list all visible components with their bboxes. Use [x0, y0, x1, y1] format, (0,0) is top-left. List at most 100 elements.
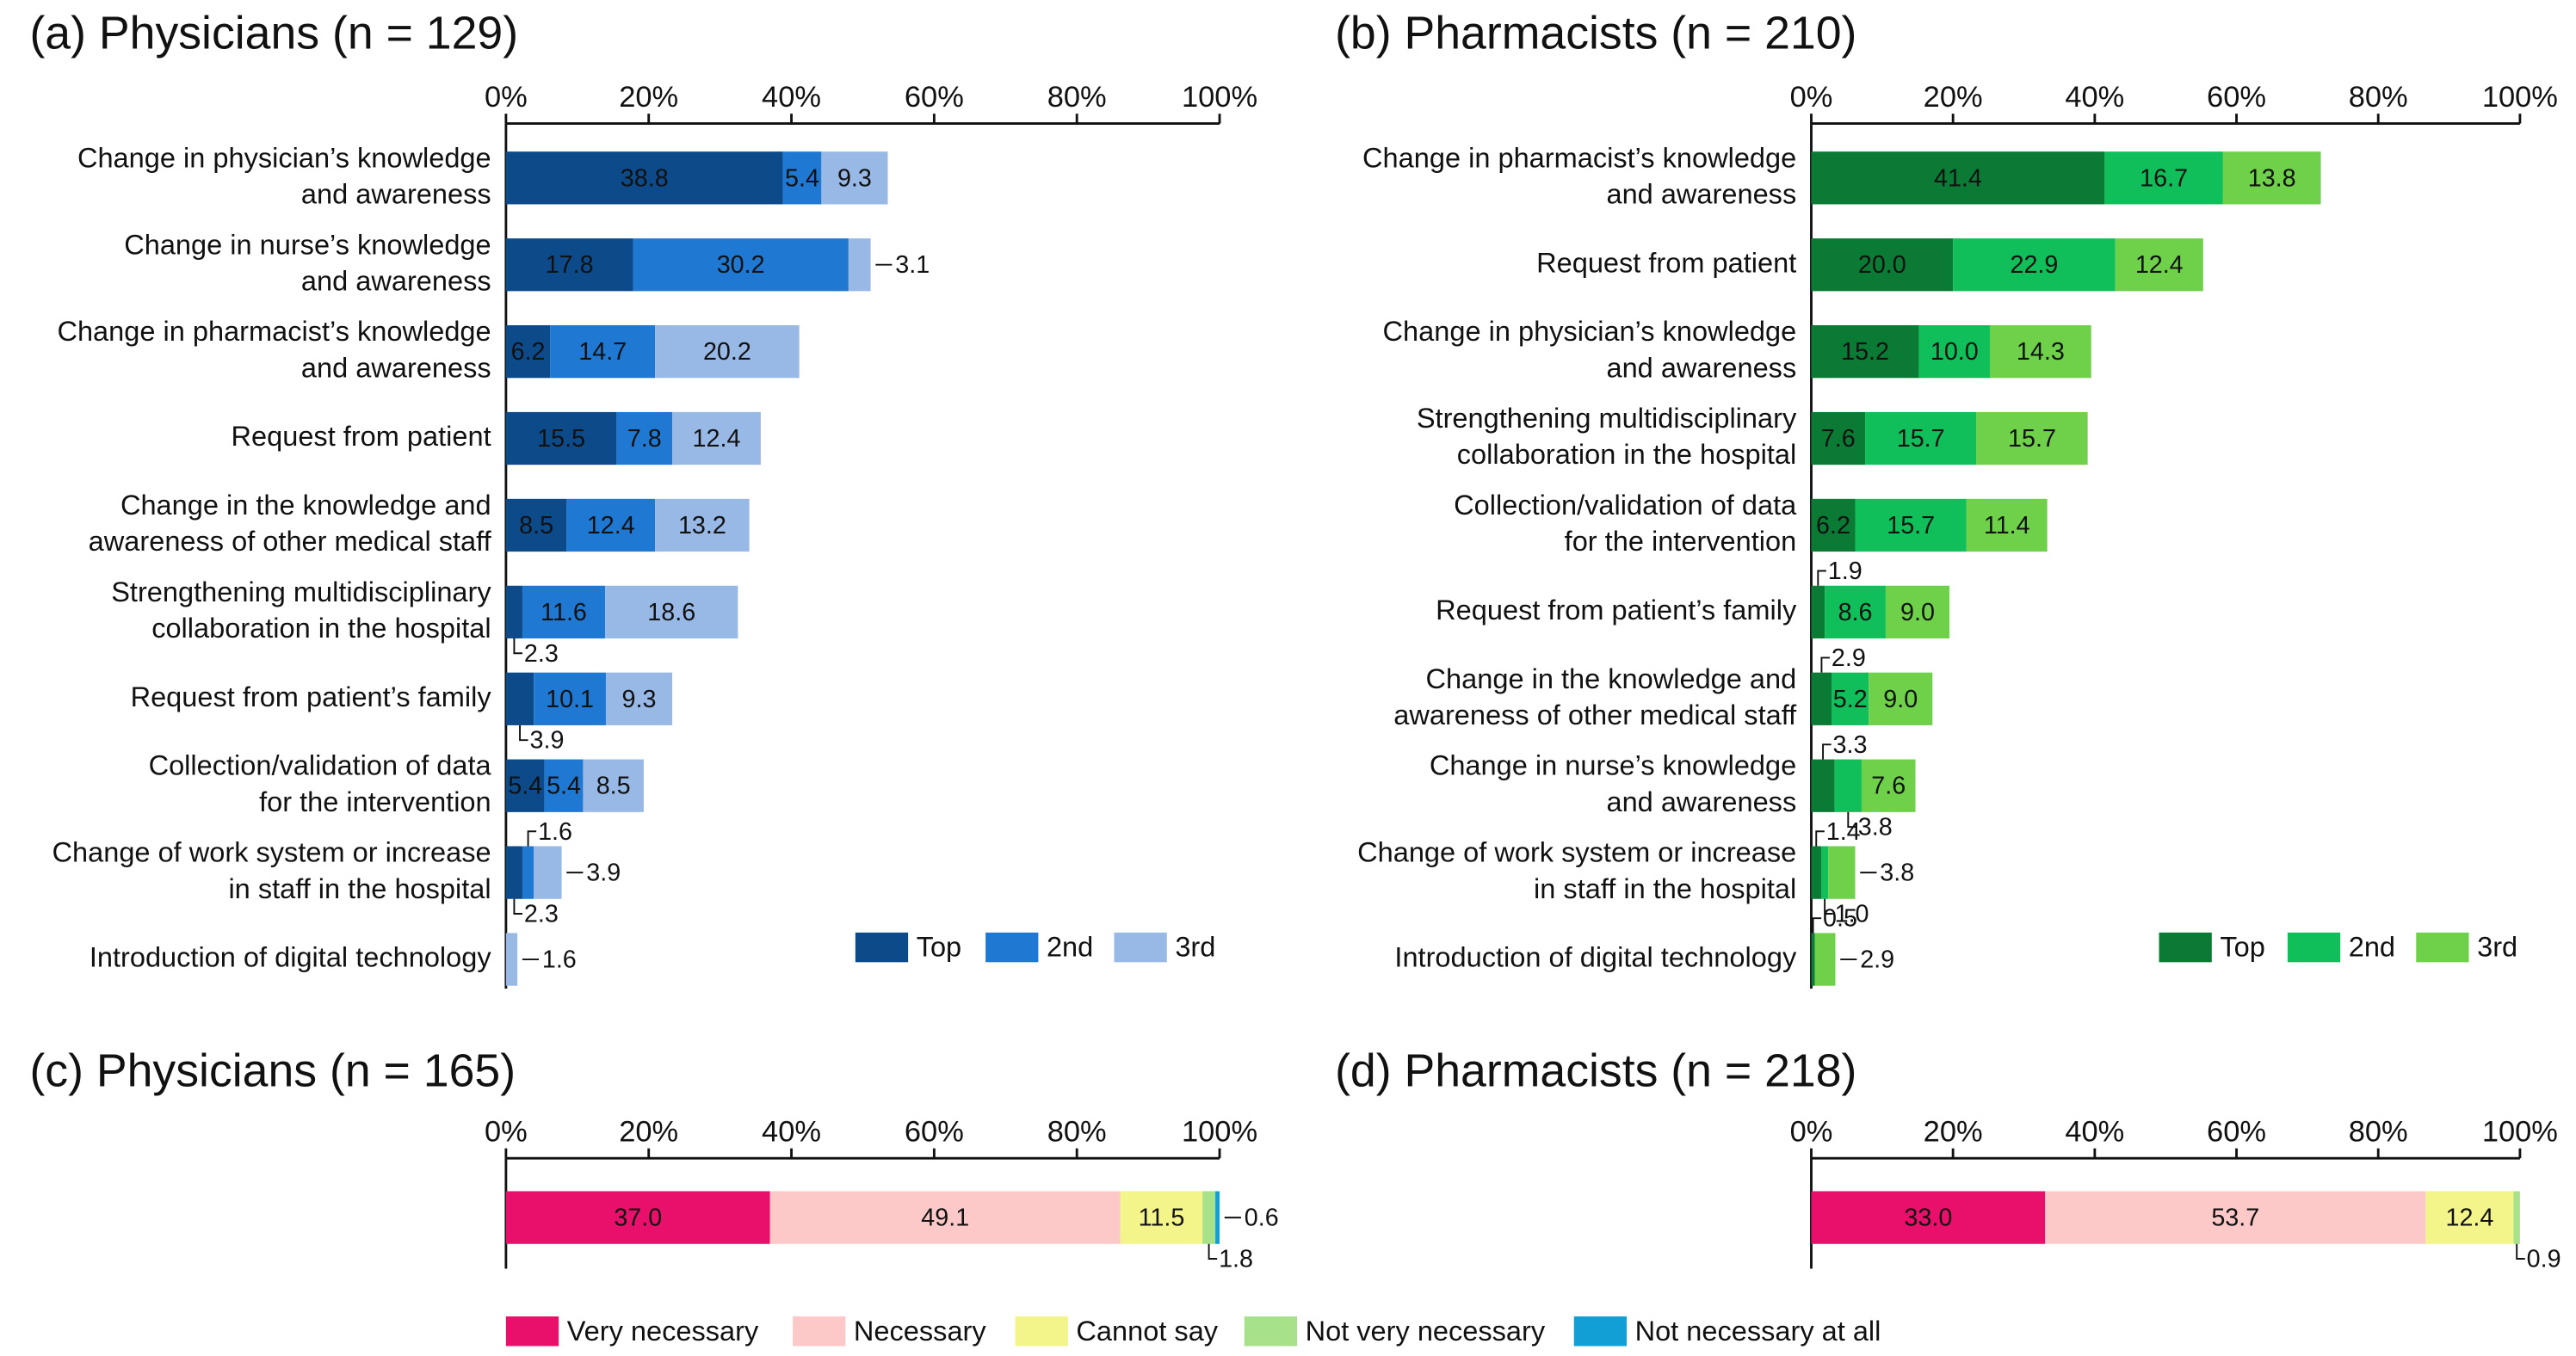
- bar-segment: [672, 411, 761, 465]
- leader-line: [513, 638, 522, 655]
- legend-label: Top: [917, 932, 961, 963]
- value-label: 1.9: [1828, 558, 1863, 585]
- legend-swatch: [1114, 932, 1167, 963]
- leader-line: [1815, 830, 1825, 847]
- bar-segment: [1865, 411, 1977, 465]
- bar-segment: [1811, 759, 1835, 812]
- value-label: 2.9: [1832, 644, 1866, 672]
- value-label: 10.0: [1930, 338, 1979, 366]
- value-label: 38.8: [621, 164, 669, 192]
- category-label: Change of work system or increase: [1357, 837, 1796, 868]
- leader-line: [1847, 811, 1856, 829]
- x-tick-label: 60%: [905, 1116, 964, 1149]
- value-label: 14.7: [578, 338, 627, 366]
- bar-segment: [655, 325, 800, 379]
- bar-segment: [1855, 498, 1967, 552]
- bar-segment: [505, 759, 545, 812]
- panel-title: (b) Pharmacists (n = 210): [1335, 7, 1856, 59]
- bar-segment: [2513, 1191, 2520, 1244]
- category-label: Strengthening multidisciplinary: [111, 576, 491, 607]
- bar-segment: [505, 846, 522, 899]
- value-label: 9.3: [622, 686, 657, 713]
- bar-segment: [605, 672, 673, 725]
- bar-segment: [1202, 1191, 1216, 1244]
- category-label: and awareness: [1606, 786, 1796, 817]
- category-label: collaboration in the hospital: [151, 613, 491, 644]
- value-label: 13.8: [2248, 164, 2296, 192]
- category-label: Request from patient: [1536, 247, 1796, 278]
- bar-segment: [1215, 1191, 1220, 1244]
- bar-segment: [522, 585, 606, 639]
- value-label: 15.7: [2008, 425, 2056, 453]
- value-label: 18.6: [647, 599, 695, 626]
- bar-segment: [1811, 672, 1832, 725]
- bar-segment: [2104, 151, 2223, 205]
- bar-segment: [1885, 585, 1950, 639]
- value-label: 1.0: [1835, 901, 1869, 928]
- value-label: 5.4: [547, 773, 581, 800]
- legend-swatch: [505, 1316, 559, 1347]
- bar-segment: [655, 498, 750, 552]
- category-label: Change in nurse’s knowledge: [1430, 750, 1796, 781]
- value-label: 12.4: [2445, 1205, 2493, 1232]
- leader-line: [1812, 917, 1822, 934]
- legend-swatch: [985, 932, 1039, 963]
- bar-segment: [583, 759, 644, 812]
- bar-segment: [522, 846, 534, 899]
- value-label: 15.7: [1897, 425, 1945, 453]
- bar-segment: [1811, 846, 1822, 899]
- value-label: 11.6: [541, 599, 587, 626]
- bar-segment: [1953, 238, 2116, 292]
- bar-segment: [1861, 759, 1916, 812]
- bar-segment: [1976, 411, 2088, 465]
- bar-segment: [2425, 1191, 2514, 1244]
- x-tick-label: 80%: [2349, 1116, 2408, 1149]
- bar-segment: [1834, 759, 1862, 812]
- x-tick-label: 20%: [1924, 1116, 1983, 1149]
- value-label: 2.9: [1860, 946, 1894, 974]
- bar-segment: [605, 585, 738, 639]
- legend-swatch: [1015, 1316, 1068, 1347]
- value-label: 12.4: [2135, 251, 2184, 279]
- category-label: for the intervention: [1565, 526, 1797, 557]
- bar-segment: [848, 238, 871, 292]
- legend-swatch: [793, 1316, 846, 1347]
- x-tick-label: 100%: [1182, 1116, 1257, 1149]
- legend-label: 2nd: [2349, 932, 2395, 963]
- category-label: awareness of other medical staff: [1393, 700, 1797, 730]
- x-tick-label: 0%: [1790, 1116, 1833, 1149]
- bar-segment: [505, 151, 783, 205]
- category-label: Request from patient: [232, 421, 491, 452]
- value-label: 17.8: [546, 251, 594, 279]
- bar-segment: [782, 151, 822, 205]
- panel-title: (d) Pharmacists (n = 218): [1335, 1045, 1856, 1097]
- value-label: 41.4: [1934, 164, 1982, 192]
- value-label: 1.6: [542, 946, 577, 974]
- value-label: 2.3: [524, 640, 559, 668]
- bar-segment: [534, 672, 606, 725]
- bar-segment: [544, 759, 584, 812]
- value-label: 14.3: [2017, 338, 2065, 366]
- value-label: 15.5: [537, 425, 585, 453]
- value-label: 16.7: [2140, 164, 2188, 192]
- bar-segment: [1120, 1191, 1203, 1244]
- bar-segment: [1966, 498, 2048, 552]
- leader-line: [513, 898, 522, 915]
- legend-swatch: [2159, 932, 2212, 963]
- bar-segment: [1811, 325, 1919, 379]
- value-label: 3.3: [1833, 731, 1868, 759]
- x-tick-label: 40%: [762, 81, 821, 114]
- value-label: 37.0: [614, 1205, 662, 1232]
- x-tick-label: 100%: [1182, 81, 1257, 114]
- leader-line: [1820, 656, 1830, 673]
- bar-segment: [616, 411, 673, 465]
- x-tick-label: 20%: [1924, 81, 1983, 114]
- legend-label: 3rd: [1175, 932, 1215, 963]
- value-label: 3.8: [1880, 860, 1914, 887]
- value-label: 22.9: [2010, 251, 2058, 279]
- bar-segment: [1811, 933, 1815, 986]
- value-label: 0.5: [1823, 905, 1857, 933]
- x-tick-label: 20%: [619, 1116, 678, 1149]
- category-label: for the intervention: [259, 786, 491, 817]
- category-label: Change in physician’s knowledge: [77, 142, 491, 173]
